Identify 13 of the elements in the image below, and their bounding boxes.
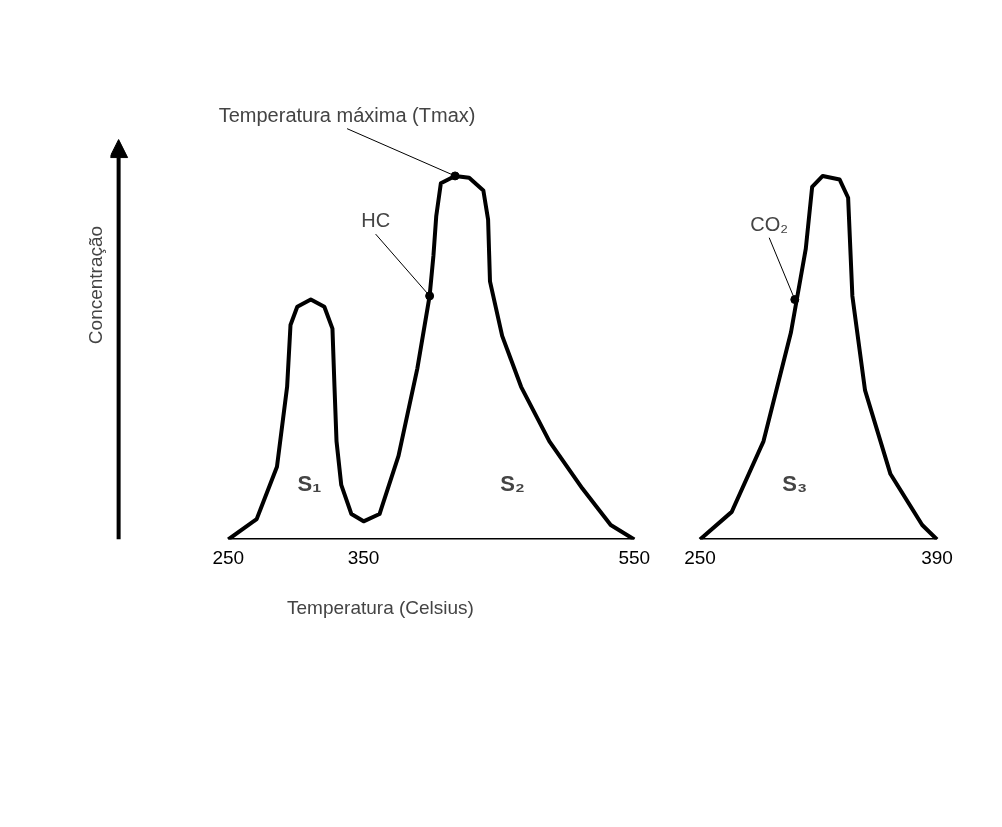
annotation: S₃: [782, 470, 808, 496]
x-tick-label: 250: [684, 546, 716, 568]
x-tick-label: 250: [212, 546, 245, 568]
y-axis-title: Concentração: [84, 225, 106, 345]
annotation: HC: [361, 209, 391, 232]
annotation: Temperatura máxima (Tmax): [218, 103, 476, 126]
x-tick-label: 350: [347, 546, 380, 568]
x-tick-label: 390: [921, 546, 953, 568]
x-axis-title: Temperatura (Celsius): [287, 596, 474, 618]
annotation: S₂: [500, 470, 525, 496]
x-tick-label: 550: [618, 546, 651, 568]
annotation: S₁: [297, 470, 322, 496]
annotation: CO₂: [750, 212, 789, 235]
